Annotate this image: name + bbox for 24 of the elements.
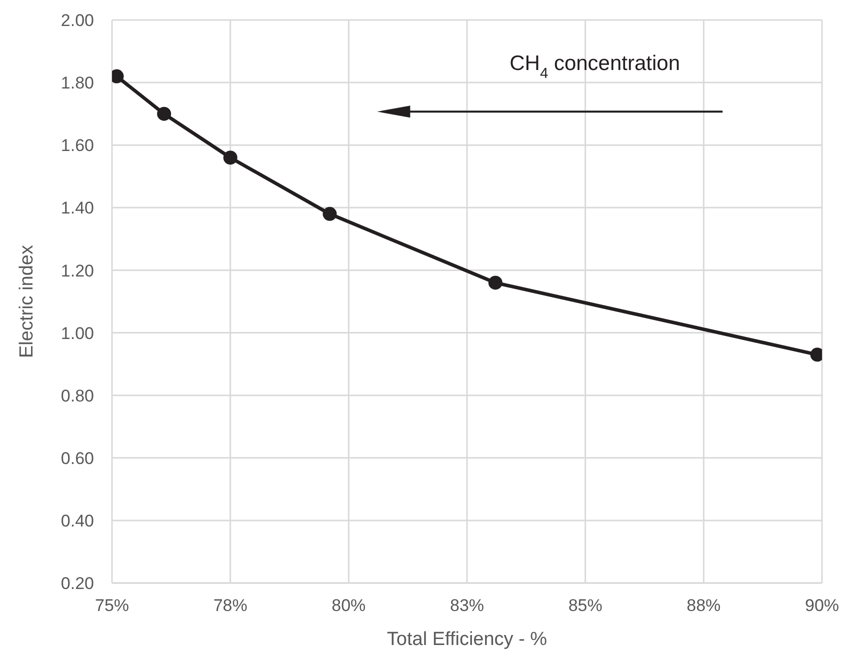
x-axis-title: Total Efficiency - % bbox=[386, 629, 548, 650]
y-tick-label: 0.80 bbox=[60, 386, 94, 406]
y-tick-label: 0.60 bbox=[60, 448, 94, 468]
y-tick-label: 1.20 bbox=[60, 261, 94, 280]
x-tick-label: 75% bbox=[94, 596, 130, 616]
y-tick-label: 1.40 bbox=[60, 198, 94, 218]
x-tick-label: 78% bbox=[213, 596, 248, 616]
y-tick-label: 1.60 bbox=[60, 136, 94, 156]
y-tick-label: 2.00 bbox=[60, 11, 94, 30]
y-axis-title: Electric index bbox=[16, 244, 38, 358]
point bbox=[223, 150, 238, 165]
point bbox=[157, 106, 172, 121]
point bbox=[488, 276, 502, 290]
x-tick-label: 88% bbox=[686, 596, 721, 616]
x-tick-label: 80% bbox=[332, 596, 366, 616]
y-tick-label: 0.40 bbox=[60, 511, 94, 530]
x-tick-label: 83% bbox=[450, 596, 484, 616]
y-tick-label: 0.20 bbox=[60, 574, 94, 594]
point bbox=[322, 206, 337, 221]
annotation: CH$_{4}$ concentration bbox=[510, 52, 680, 82]
y-tick-label: 1.00 bbox=[60, 324, 94, 343]
y-tick-label: 1.80 bbox=[60, 74, 94, 93]
x-tick-label: 85% bbox=[568, 596, 602, 616]
x-tick-label: 90% bbox=[804, 596, 840, 616]
